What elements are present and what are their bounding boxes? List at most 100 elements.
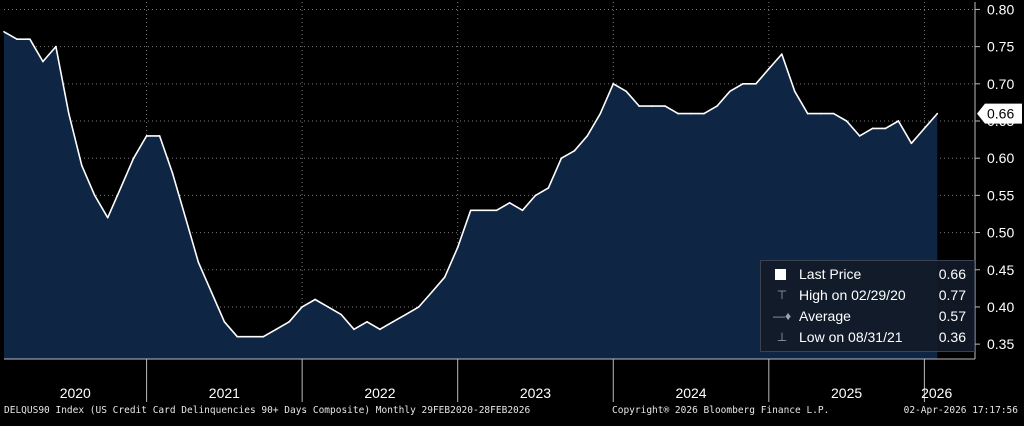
line-segment [430, 276, 446, 293]
line-segment [560, 150, 576, 159]
data-point [768, 68, 770, 70]
line-segment [81, 164, 96, 197]
y-tick-label: 0.75 [987, 39, 1014, 55]
line-segment [586, 112, 602, 137]
data-point [599, 113, 601, 115]
data-point [431, 291, 433, 293]
data-point [651, 105, 653, 107]
x-year-label: 2026 [921, 385, 952, 401]
data-point [3, 31, 5, 33]
line-segment [443, 246, 459, 279]
data-point [223, 321, 225, 323]
high-marker-icon: ⊤ [776, 288, 788, 302]
data-point [210, 291, 212, 293]
line-segment [599, 83, 615, 115]
line-segment [508, 202, 524, 212]
line-segment [353, 320, 368, 331]
x-year-label: 2022 [364, 385, 395, 401]
line-segment [573, 135, 589, 152]
last-price-tag [977, 103, 1022, 124]
line-segment [612, 83, 628, 93]
legend-label: Low on 08/31/21 [799, 329, 903, 345]
line-segment [767, 53, 783, 70]
data-point [29, 38, 31, 40]
x-year-label: 2020 [60, 385, 91, 401]
data-point [94, 194, 96, 196]
line-segment [625, 90, 641, 107]
legend-item-high: ⊤ High on 02/29/20 0.77 [761, 285, 974, 305]
data-point [638, 105, 640, 107]
line-segment [366, 320, 381, 331]
data-point [42, 60, 44, 63]
data-point [794, 90, 796, 92]
axis-layer: 0.800.750.700.650.600.550.500.450.400.35… [4, 1, 1022, 402]
data-point [833, 113, 835, 115]
data-point [120, 187, 122, 189]
line-segment [547, 157, 563, 189]
line-segment [119, 157, 135, 189]
data-point [703, 113, 705, 115]
y-tick-label: 0.35 [987, 336, 1014, 352]
average-marker-icon: —♦ [772, 309, 792, 323]
line-segment [845, 120, 861, 137]
line-segment [405, 306, 420, 316]
x-year-label: 2023 [520, 385, 551, 401]
legend-label: High on 02/29/20 [799, 287, 906, 303]
line-segment [417, 291, 433, 308]
legend-swatch-icon [775, 269, 786, 280]
legend-value: 0.36 [938, 329, 966, 345]
line-segment [262, 328, 278, 338]
line-segment [197, 261, 213, 293]
line-segment [897, 120, 913, 145]
data-point [690, 113, 692, 115]
data-point [197, 261, 199, 263]
data-point [483, 209, 485, 211]
data-point [146, 135, 148, 137]
line-segment [664, 105, 679, 115]
line-segment [392, 313, 407, 323]
data-point [586, 135, 588, 137]
line-segment [340, 313, 355, 331]
data-point [301, 306, 303, 308]
data-point [470, 209, 472, 211]
data-point [871, 127, 874, 129]
legend: ⊟ Last Price 0.66 ⊤ High on 02/29/20 0.7… [760, 260, 975, 352]
y-tick-label: 0.45 [987, 262, 1014, 278]
line-segment [3, 30, 18, 41]
data-point [55, 46, 57, 48]
data-point [923, 127, 926, 129]
line-segment [158, 135, 174, 174]
line-segment [755, 68, 770, 85]
line-segment [521, 194, 537, 212]
data-point [340, 313, 342, 315]
data-point [366, 321, 368, 323]
y-tick-label: 0.70 [987, 76, 1014, 92]
data-point [16, 38, 18, 40]
data-point [327, 306, 329, 308]
data-point [353, 328, 355, 330]
data-point [275, 328, 277, 330]
legend-value: 0.77 [938, 287, 966, 303]
data-point [418, 306, 420, 308]
line-segment [55, 45, 70, 115]
data-point [392, 321, 394, 323]
line-segment [780, 53, 796, 93]
data-point [846, 120, 848, 122]
data-point [612, 83, 614, 85]
x-year-label: 2025 [831, 385, 862, 401]
y-tick-label: 0.40 [987, 299, 1014, 315]
data-point [133, 157, 135, 159]
line-segment [456, 209, 472, 249]
legend-item-last-price: ⊟ Last Price 0.66 [761, 264, 974, 284]
data-point [81, 165, 83, 167]
data-point [884, 127, 887, 129]
data-point [742, 83, 744, 85]
data-point [781, 53, 783, 55]
line-segment [288, 306, 303, 323]
line-segment [314, 298, 329, 308]
line-segment [223, 320, 239, 338]
series-line-last-price [3, 30, 939, 338]
y-tick-label: 0.80 [987, 1, 1014, 17]
x-year-label: 2024 [675, 385, 706, 401]
line-segment [858, 127, 874, 137]
